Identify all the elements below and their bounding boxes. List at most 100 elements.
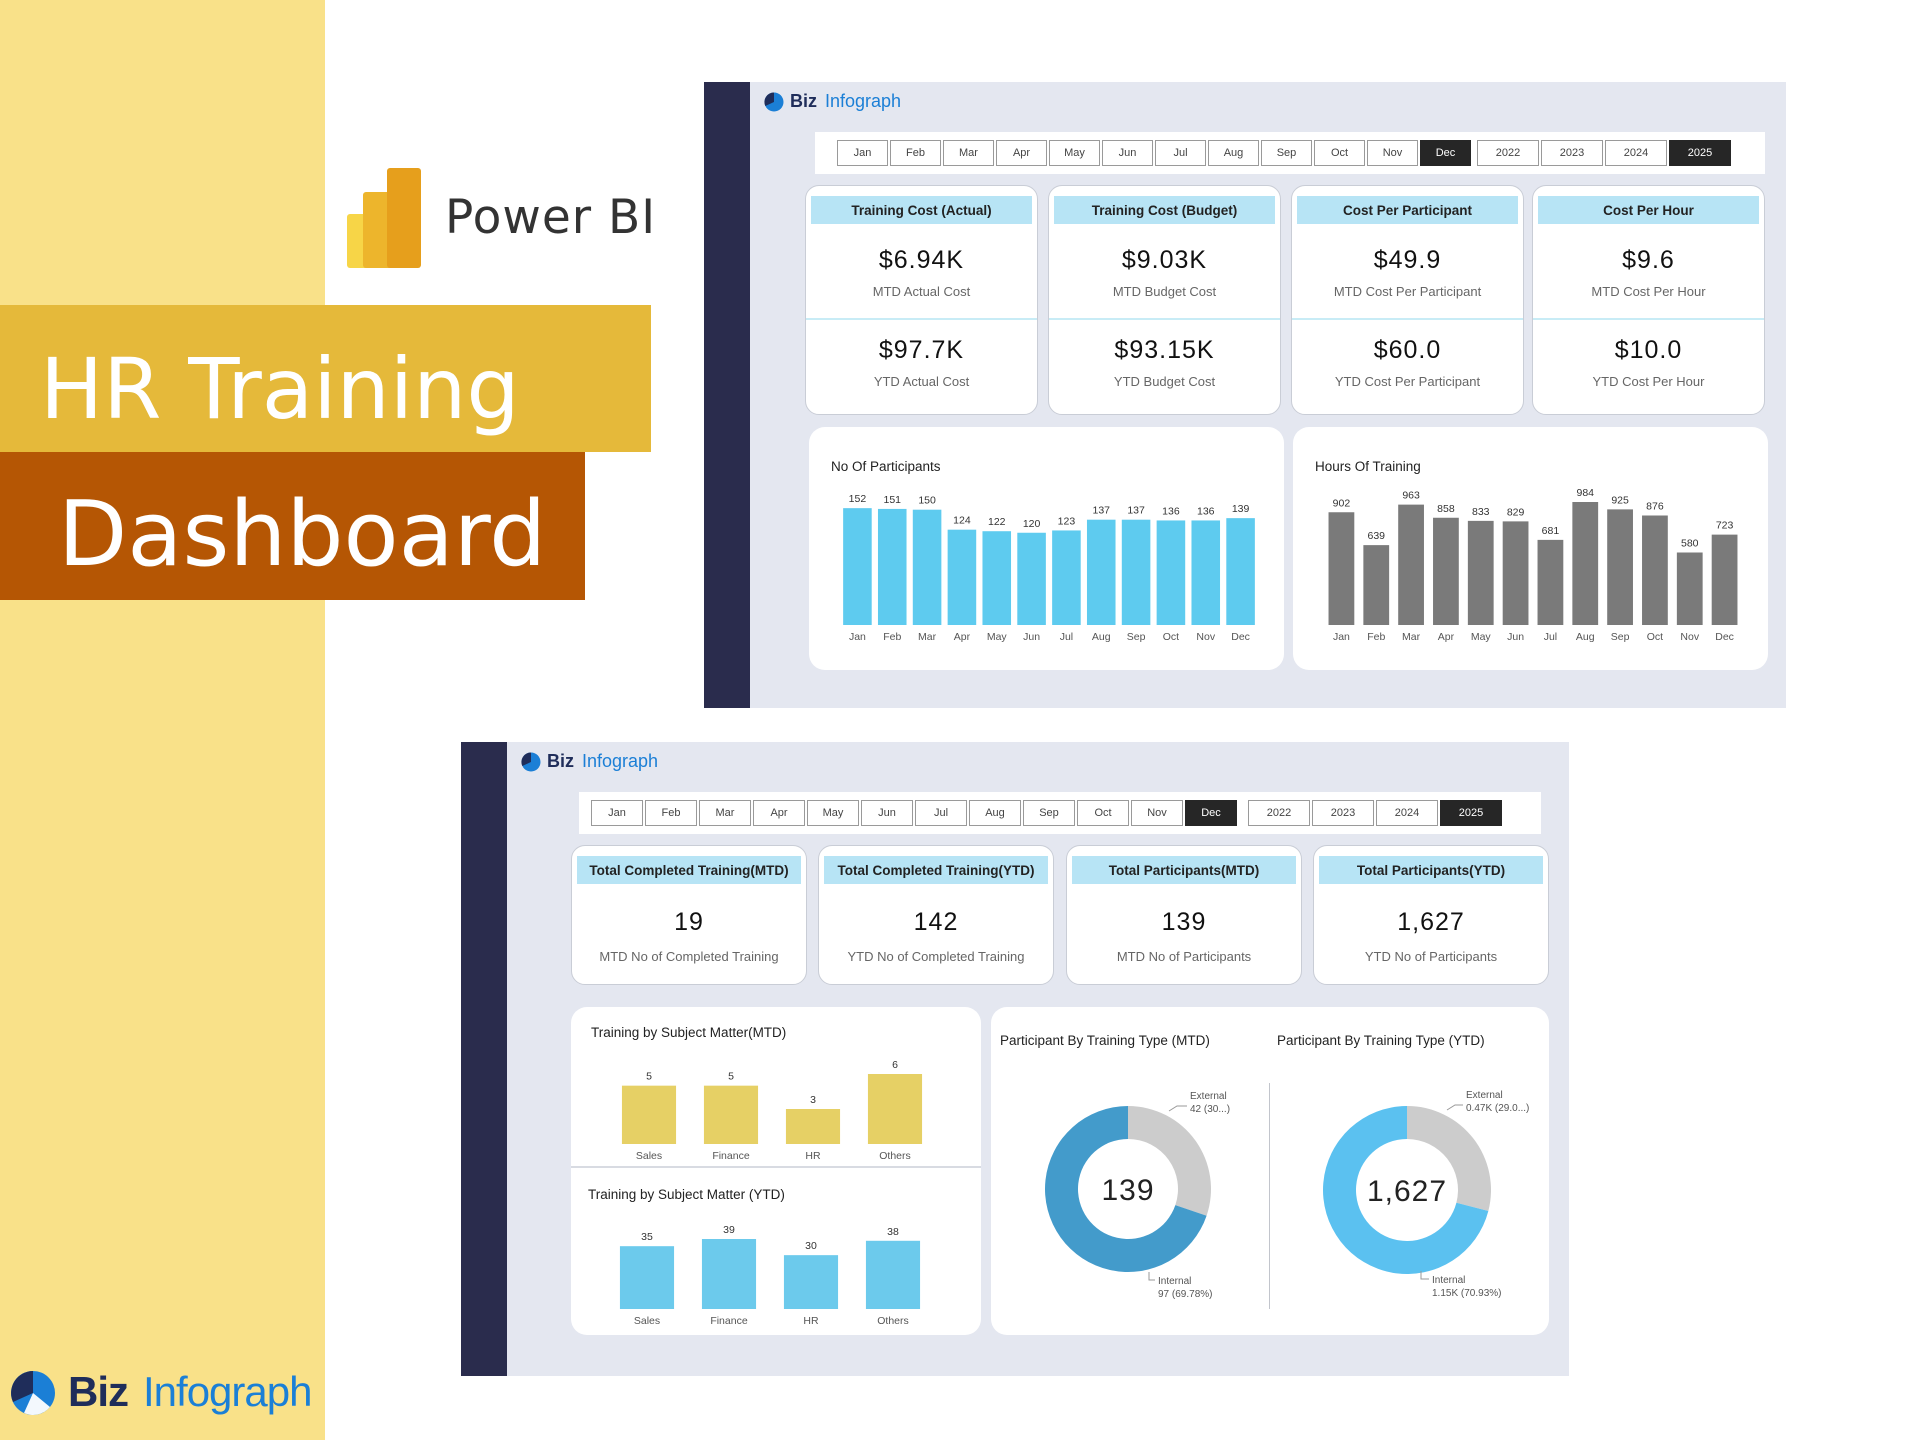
category-label: Sep — [1127, 631, 1146, 643]
year-button-2024[interactable]: 2024 — [1605, 140, 1667, 166]
kpi-mtd-label: MTD Cost Per Participant — [1333, 284, 1482, 299]
month-button-jul[interactable]: Jul — [1155, 140, 1206, 166]
kpi-card-header: Total Participants(MTD) — [1072, 856, 1296, 884]
month-button-apr[interactable]: Apr — [753, 800, 805, 826]
kpi-card: Total Participants(MTD) 139 MTD No of Part… — [1066, 845, 1302, 985]
year-button-2022[interactable]: 2022 — [1248, 800, 1310, 826]
data-label: 150 — [918, 495, 936, 507]
month-button-feb[interactable]: Feb — [890, 140, 941, 166]
bar-hr — [785, 1109, 841, 1144]
kpi-label: YTD No of Completed Training — [847, 949, 1025, 964]
brand-text-infograph: Infograph — [582, 751, 659, 771]
bar-sales — [621, 1085, 677, 1144]
kpi-ytd-value: $93.15K — [1114, 336, 1215, 364]
data-label: 151 — [883, 494, 901, 506]
month-button-oct[interactable]: Oct — [1314, 140, 1365, 166]
month-button-jun[interactable]: Jun — [1102, 140, 1153, 166]
chart-title: Training by Subject Matter(MTD) — [591, 1025, 787, 1040]
data-label: 681 — [1542, 525, 1560, 537]
kpi-mtd-value: $9.03K — [1121, 246, 1208, 274]
chart-title: Hours Of Training — [1315, 459, 1421, 474]
category-label: Nov — [1680, 631, 1699, 643]
donut-slice-external — [1407, 1106, 1491, 1211]
bar-oct — [1156, 520, 1186, 625]
month-button-jul[interactable]: Jul — [915, 800, 967, 826]
month-button-jan[interactable]: Jan — [837, 140, 888, 166]
data-label: 833 — [1472, 506, 1490, 518]
promo-background-strip — [0, 0, 325, 1440]
category-label: Dec — [1231, 631, 1250, 643]
slice-name-label: External — [1190, 1091, 1227, 1102]
category-label: Sales — [634, 1315, 660, 1327]
month-button-may[interactable]: May — [1049, 140, 1100, 166]
category-label: HR — [803, 1315, 819, 1327]
slice-value-label: 42 (30...) — [1190, 1104, 1230, 1115]
chart-title: Training by Subject Matter (YTD) — [588, 1187, 785, 1202]
kpi-card-header: Training Cost (Actual) — [811, 196, 1032, 224]
training-type-donut-charts: 139 External 42 (30...) Internal 97 (69.78%)… — [1045, 1090, 1529, 1300]
bar-hr — [783, 1255, 839, 1309]
data-label: 136 — [1197, 505, 1215, 517]
year-slicer: 2022 2023 2024 2025 — [1248, 800, 1504, 826]
data-label: 858 — [1437, 503, 1455, 515]
leader-line — [1168, 1105, 1187, 1112]
bar-jul — [1052, 530, 1081, 625]
data-label: 723 — [1716, 520, 1734, 532]
slice-name-label: Internal — [1432, 1275, 1465, 1286]
title-line-2: Dashboard — [58, 482, 547, 587]
subject-matter-bar-charts: 5 Sales 5 Finance 3 HR 6 Others 35 Sales 39 Finance… — [619, 1059, 923, 1327]
month-button-apr[interactable]: Apr — [996, 140, 1047, 166]
month-button-feb[interactable]: Feb — [645, 800, 697, 826]
powerbi-logo: Power BI — [347, 168, 655, 268]
year-button-2024[interactable]: 2024 — [1376, 800, 1438, 826]
month-button-sep[interactable]: Sep — [1261, 140, 1312, 166]
kpi-card-header: Cost Per Hour — [1538, 196, 1759, 224]
biz-infograph-logo: Biz Infograph — [10, 1366, 330, 1420]
year-button-2022[interactable]: 2022 — [1477, 140, 1539, 166]
donut-slice-internal — [1323, 1106, 1489, 1274]
month-button-aug[interactable]: Aug — [1208, 140, 1259, 166]
month-button-aug[interactable]: Aug — [969, 800, 1021, 826]
category-label: Jan — [849, 631, 866, 643]
kpi-ytd-label: YTD Cost Per Hour — [1592, 374, 1705, 389]
year-button-2025[interactable]: 2025 — [1669, 140, 1731, 166]
donut-center-value: 139 — [1101, 1174, 1154, 1207]
brand-logo-icon — [521, 752, 541, 772]
data-label: 925 — [1611, 494, 1629, 506]
kpi-mtd-value: $6.94K — [878, 246, 965, 274]
month-button-jan[interactable]: Jan — [591, 800, 643, 826]
month-button-dec[interactable]: Dec — [1185, 800, 1237, 826]
month-button-may[interactable]: May — [807, 800, 859, 826]
data-label: 38 — [887, 1226, 899, 1238]
month-button-mar[interactable]: Mar — [699, 800, 751, 826]
leader-line — [1446, 1104, 1463, 1111]
filter-bar: Jan Feb Mar Apr May Jun Jul Aug Sep Oct Nov Dec 202… — [579, 792, 1541, 834]
data-label: 30 — [805, 1240, 817, 1252]
month-button-nov[interactable]: Nov — [1131, 800, 1183, 826]
month-button-mar[interactable]: Mar — [943, 140, 994, 166]
data-label: 5 — [728, 1071, 734, 1083]
category-label: Sales — [636, 1150, 662, 1162]
data-label: 639 — [1367, 530, 1385, 542]
brand-text-infograph: Infograph — [825, 91, 902, 111]
year-button-2025[interactable]: 2025 — [1440, 800, 1502, 826]
month-button-sep[interactable]: Sep — [1023, 800, 1075, 826]
bar-may — [982, 531, 1012, 625]
kpi-card-header: Cost Per Participant — [1297, 196, 1518, 224]
kpi-ytd-label: YTD Actual Cost — [873, 374, 970, 389]
month-button-jun[interactable]: Jun — [861, 800, 913, 826]
bar-finance — [701, 1239, 757, 1309]
year-button-2023[interactable]: 2023 — [1541, 140, 1603, 166]
month-button-nov[interactable]: Nov — [1367, 140, 1418, 166]
bar-oct — [1642, 515, 1668, 625]
year-button-2023[interactable]: 2023 — [1312, 800, 1374, 826]
kpi-ytd-value: $60.0 — [1373, 336, 1442, 364]
month-button-oct[interactable]: Oct — [1077, 800, 1129, 826]
participants-chart-panel: No Of Participants 152 Jan 151 Feb 150 Mar 124… — [809, 427, 1284, 670]
kpi-mtd-label: MTD Actual Cost — [872, 284, 971, 299]
month-button-dec[interactable]: Dec — [1420, 140, 1471, 166]
kpi-card: Cost Per Hour $9.6 MTD Cost Per Hour $10.0 Y… — [1532, 185, 1765, 415]
donut-slice-external — [1128, 1106, 1211, 1216]
data-label: 3 — [810, 1094, 816, 1106]
title-banner-top: HR Training — [0, 305, 651, 452]
